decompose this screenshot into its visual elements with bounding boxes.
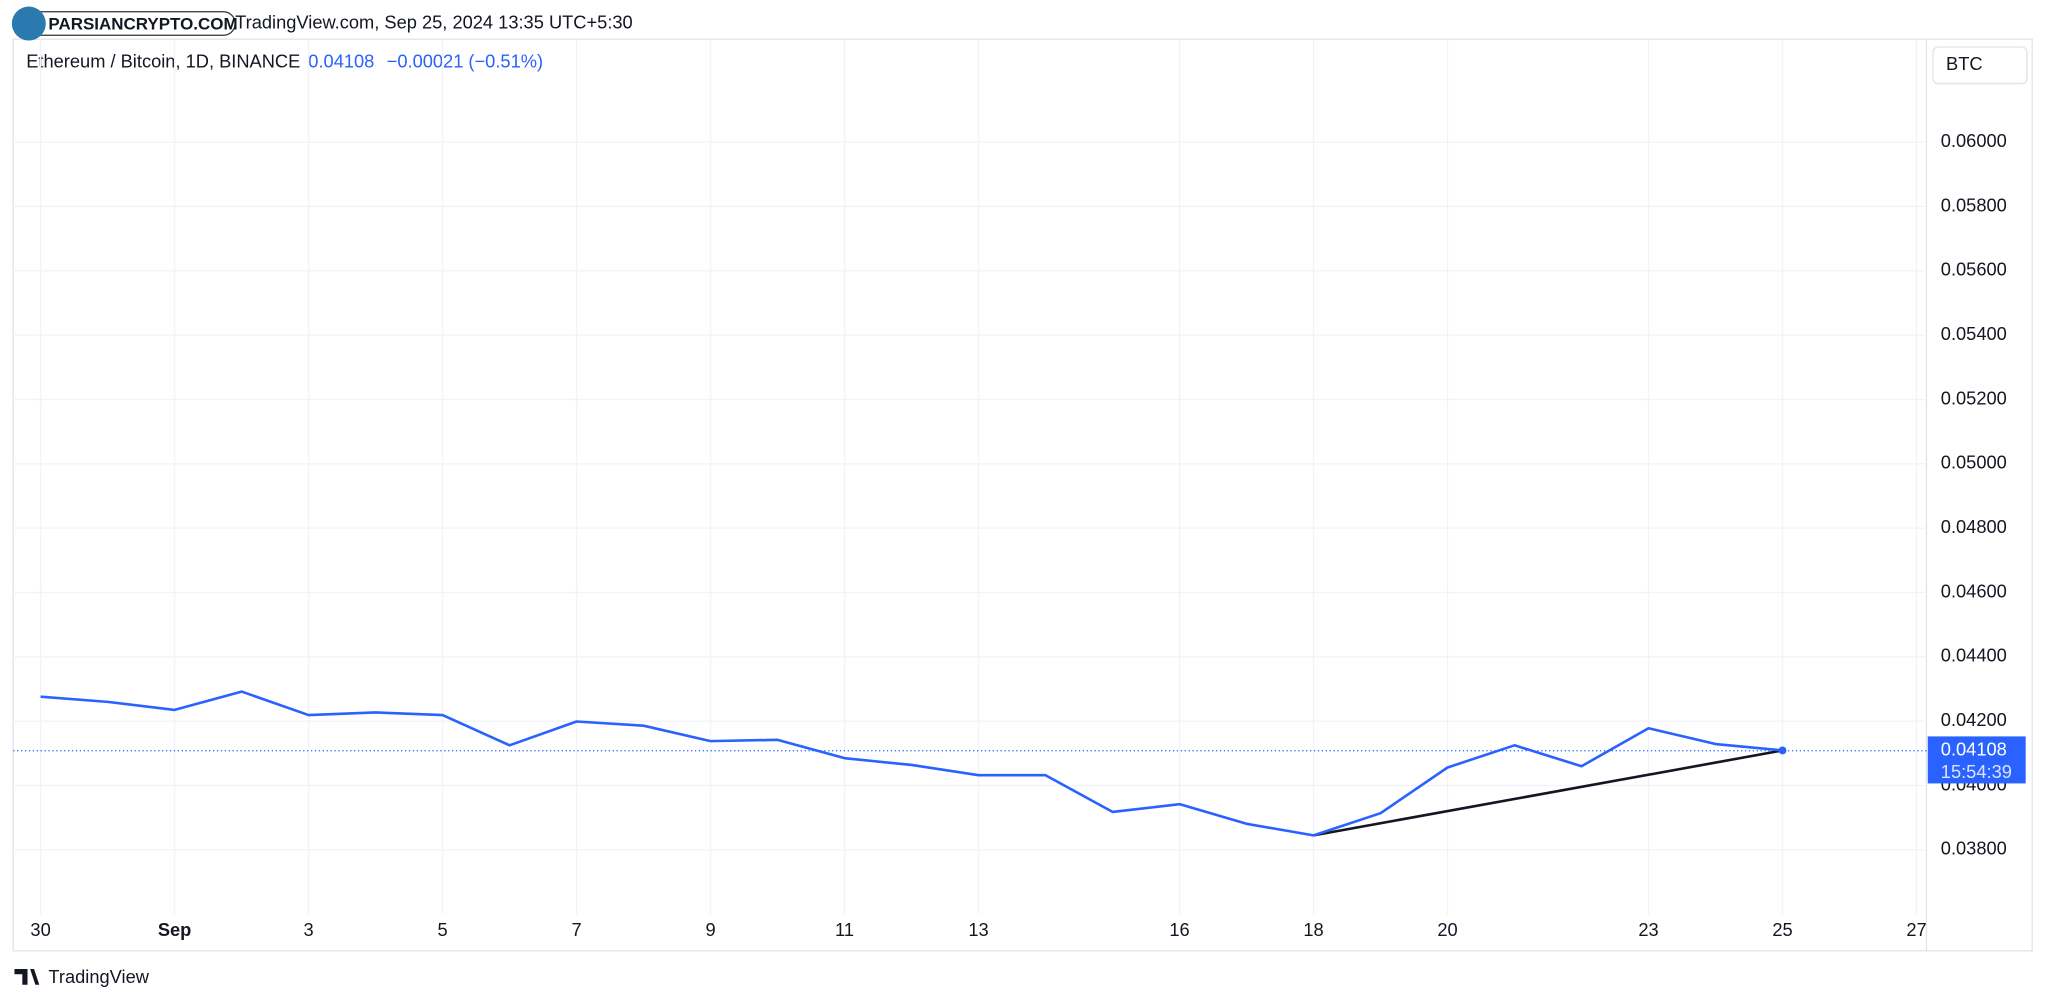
- x-tick-label: 23: [1638, 919, 1658, 940]
- symbol: Ethereum / Bitcoin, 1D, BINANCE: [26, 51, 300, 72]
- x-tick-label: 20: [1437, 919, 1457, 940]
- price-tag-value: 0.04108: [1941, 739, 2007, 760]
- x-tick-label: Sep: [158, 919, 191, 940]
- y-tick-label: 0.04200: [1941, 709, 2007, 730]
- currency-button[interactable]: [1932, 46, 2028, 85]
- source: TradingView.com, Sep 25, 2024 13:35 UTC+…: [235, 11, 633, 32]
- tv-logo: [14, 969, 40, 985]
- watermark-logo: [11, 6, 46, 41]
- y-tick-label: 0.05000: [1941, 452, 2007, 473]
- last-price: 0.04108: [308, 51, 374, 72]
- x-tick-label: 7: [571, 919, 581, 940]
- currency[interactable]: BTC: [1946, 53, 1983, 74]
- x-tick-label: 27: [1906, 919, 1926, 940]
- y-tick-label: 0.06000: [1941, 130, 2007, 151]
- x-tick-label: 25: [1772, 919, 1792, 940]
- y-tick-label: 0.04800: [1941, 516, 2007, 537]
- x-tick-label: 18: [1303, 919, 1323, 940]
- watermark: PARSIANCRYPTO.COM: [48, 14, 237, 33]
- y-tick-label: 0.04400: [1941, 645, 2007, 666]
- chart-frame: [12, 38, 2033, 952]
- x-tick-label: 11: [835, 919, 854, 940]
- trend-line: [1313, 749, 1783, 837]
- x-tick-label: 13: [968, 919, 988, 940]
- y-tick-label: 0.04600: [1941, 580, 2007, 601]
- price-line: [40, 690, 1783, 837]
- x-tick-label: 5: [437, 919, 447, 940]
- countdown: 15:54:39: [1941, 761, 2012, 782]
- y-tick-label: 0.05800: [1941, 194, 2007, 215]
- x-tick-label: 9: [705, 919, 715, 940]
- grid: [13, 39, 1927, 915]
- price-tag: [1927, 736, 2026, 784]
- y-tick-label: 0.05600: [1941, 259, 2007, 280]
- change: −0.00021 (−0.51%): [387, 51, 543, 72]
- x-tick-label: 3: [303, 919, 313, 940]
- x-tick-label: 16: [1169, 919, 1189, 940]
- y-tick-label: 0.05400: [1941, 323, 2007, 344]
- brand: TradingView: [48, 966, 149, 987]
- x-tick-label: 30: [30, 919, 50, 940]
- y-tick-label: 0.03800: [1941, 838, 2007, 859]
- last-point: [1778, 746, 1787, 755]
- y-tick-label: 0.05200: [1941, 387, 2007, 408]
